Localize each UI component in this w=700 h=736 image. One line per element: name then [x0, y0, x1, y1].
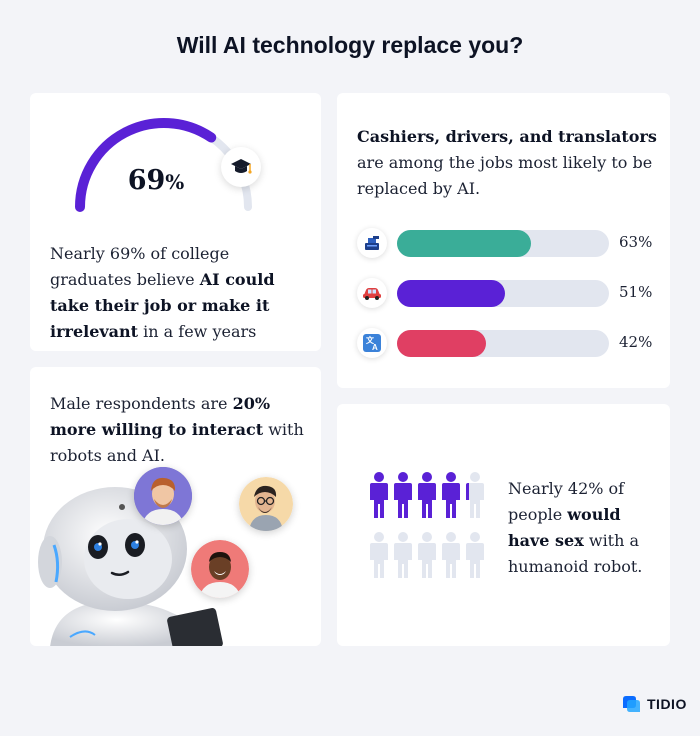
tidio-logo: TIDIO [621, 695, 687, 713]
male-respondents-text: Male respondents are 20% more willing to… [50, 394, 304, 465]
bar-fill-drivers [397, 280, 506, 307]
person-icon [466, 532, 484, 578]
male-respondents-card: Male respondents are 20% more willing to… [30, 367, 321, 646]
person-icon [394, 532, 412, 578]
cash-register-icon [357, 228, 387, 258]
person-icon [418, 532, 436, 578]
bar-fill-translators [397, 330, 487, 357]
bar-track [397, 330, 609, 357]
people-pictogram [370, 472, 484, 578]
svg-text:A: A [372, 343, 378, 352]
bar-track [397, 280, 609, 307]
person-icon [394, 472, 412, 518]
person-icon [370, 532, 388, 578]
avatar-man-glasses [239, 477, 293, 531]
translate-icon: 文 A [357, 328, 387, 358]
bar-label-drivers: 51% [619, 283, 653, 301]
person-icon [370, 472, 388, 518]
person-icon [466, 472, 484, 518]
graduation-cap-icon [221, 147, 261, 187]
bar-label-translators: 42% [619, 333, 653, 351]
svg-text:文: 文 [366, 335, 375, 345]
person-icon [418, 472, 436, 518]
bar-fill-cashiers [397, 230, 531, 257]
avatar-man-redhead [134, 467, 192, 525]
bar-label-cashiers: 63% [619, 233, 653, 251]
bar-row-cashiers: 63% [357, 228, 657, 258]
jobs-text: Cashiers, drivers, and translators are a… [357, 127, 657, 198]
humanoid-robot-card: Nearly 42% of people would have sex with… [337, 404, 670, 646]
bar-track [397, 230, 609, 257]
jobs-card: Cashiers, drivers, and translators are a… [337, 93, 670, 388]
page-title: Will AI technology replace you? [176, 32, 524, 58]
avatar-man-smiling [191, 540, 249, 598]
gauge-value: 69% [127, 165, 185, 196]
graduates-card: 69% Nearly 69% of college graduates beli… [30, 93, 321, 351]
humanoid-robot-text: Nearly 42% of people would have sex with… [508, 479, 643, 576]
person-icon [442, 472, 460, 518]
bar-row-drivers: 51% [357, 278, 657, 308]
bar-row-translators: 文 A 42% [357, 328, 657, 358]
graduates-text: Nearly 69% of college graduates believe … [50, 244, 275, 341]
person-icon [442, 532, 460, 578]
car-icon [357, 278, 387, 308]
gauge-fill [75, 118, 217, 212]
tidio-logo-icon [623, 696, 640, 712]
